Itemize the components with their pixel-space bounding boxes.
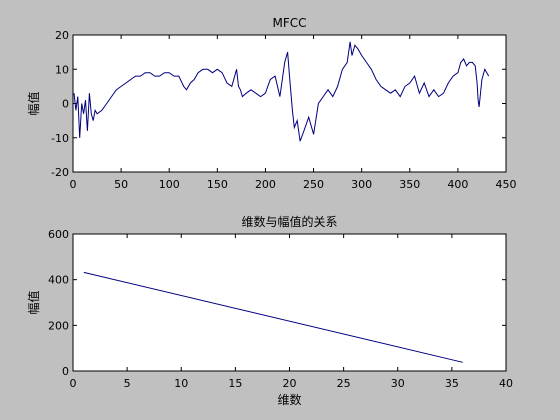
series-line <box>73 41 490 142</box>
x-tick-label: 150 <box>207 178 228 191</box>
x-tick-label: 20 <box>283 377 297 390</box>
x-tick-label: 250 <box>303 178 324 191</box>
x-tick-label: 400 <box>447 178 468 191</box>
x-axis-label: 维数 <box>277 392 301 407</box>
series-line <box>83 271 463 363</box>
plot-area <box>72 34 507 173</box>
y-tick-label: 0 <box>62 365 69 378</box>
x-tick-label: 35 <box>445 377 459 390</box>
y-tick-label: 10 <box>55 63 69 76</box>
x-tick-label: 0 <box>70 178 77 191</box>
y-tick-label: 400 <box>48 274 69 287</box>
x-tick-label: 25 <box>337 377 351 390</box>
y-tick-label: 600 <box>48 228 69 241</box>
mfcc-chart: MFCC 0 50 100 150 200 250 300 350 400 450 -20 -10 0 1… <box>26 16 517 191</box>
x-tick-label: 30 <box>391 377 405 390</box>
x-tick-label: 5 <box>124 377 131 390</box>
plot-area <box>72 233 507 372</box>
x-tick-label: 300 <box>351 178 372 191</box>
x-tick-label: 450 <box>496 178 517 191</box>
x-tick-label: 40 <box>499 377 513 390</box>
x-tick-label: 15 <box>228 377 242 390</box>
x-tick-label: 100 <box>159 178 180 191</box>
x-tick-label: 350 <box>399 178 420 191</box>
y-axis-label: 幅值 <box>26 290 41 314</box>
y-tick-label: 0 <box>62 98 69 111</box>
y-tick-label: -20 <box>51 166 69 179</box>
y-tick-label: 20 <box>55 29 69 42</box>
x-tick-label: 0 <box>70 377 77 390</box>
chart-title: MFCC <box>272 16 306 30</box>
ticks: 0 50 100 150 200 250 300 350 400 450 -20 -10 0 10 20 <box>51 29 516 191</box>
x-tick-label: 50 <box>114 178 128 191</box>
chart-title: 维数与幅值的关系 <box>241 214 337 229</box>
y-tick-label: -10 <box>51 132 69 145</box>
y-axis-label: 幅值 <box>26 91 41 115</box>
y-tick-label: 200 <box>48 319 69 332</box>
x-tick-label: 200 <box>255 178 276 191</box>
x-tick-label: 10 <box>174 377 188 390</box>
